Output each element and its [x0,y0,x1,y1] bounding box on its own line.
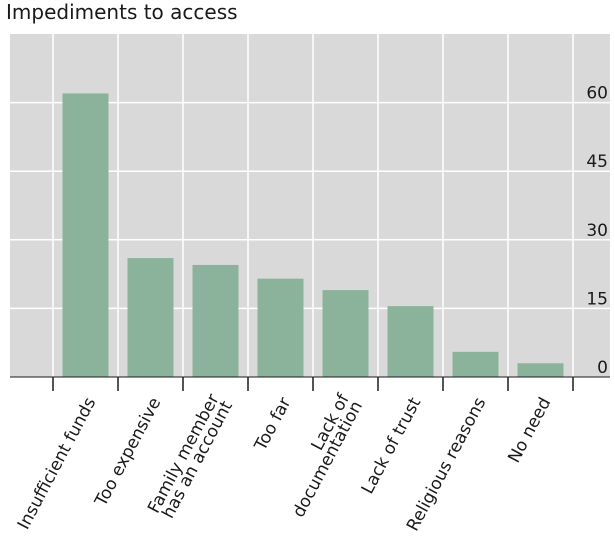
bars [62,93,564,377]
x-tick-label: Too far [250,394,295,455]
bar [452,351,499,377]
x-tick-label-line: Too far [250,394,295,455]
y-tick-label: 30 [586,221,608,241]
x-tick-label: Lack of trust [358,394,426,497]
bar [387,306,434,377]
y-tick-label: 45 [586,152,608,172]
y-axis-tick-labels: 0 15 30 45 60 [586,84,608,378]
y-tick-label: 15 [586,289,608,309]
x-tick-label-line: Lack of trust [358,394,426,497]
bar [192,264,239,377]
x-tick-label: No need [504,394,555,466]
grid-lines [10,34,610,377]
plot-area [10,34,610,377]
x-axis [10,376,610,391]
y-tick-label: 60 [586,84,608,104]
chart-title: Impediments to access [6,0,238,24]
bar [62,93,109,377]
bar [257,278,304,377]
x-tick-label-line: Insufficient funds [14,394,100,533]
x-tick-label-line: No need [504,394,555,466]
bar [127,258,174,377]
y-tick-label: 0 [597,358,608,378]
bar [517,363,564,377]
bar [322,290,369,377]
x-tick-label: Insufficient funds [14,394,100,533]
